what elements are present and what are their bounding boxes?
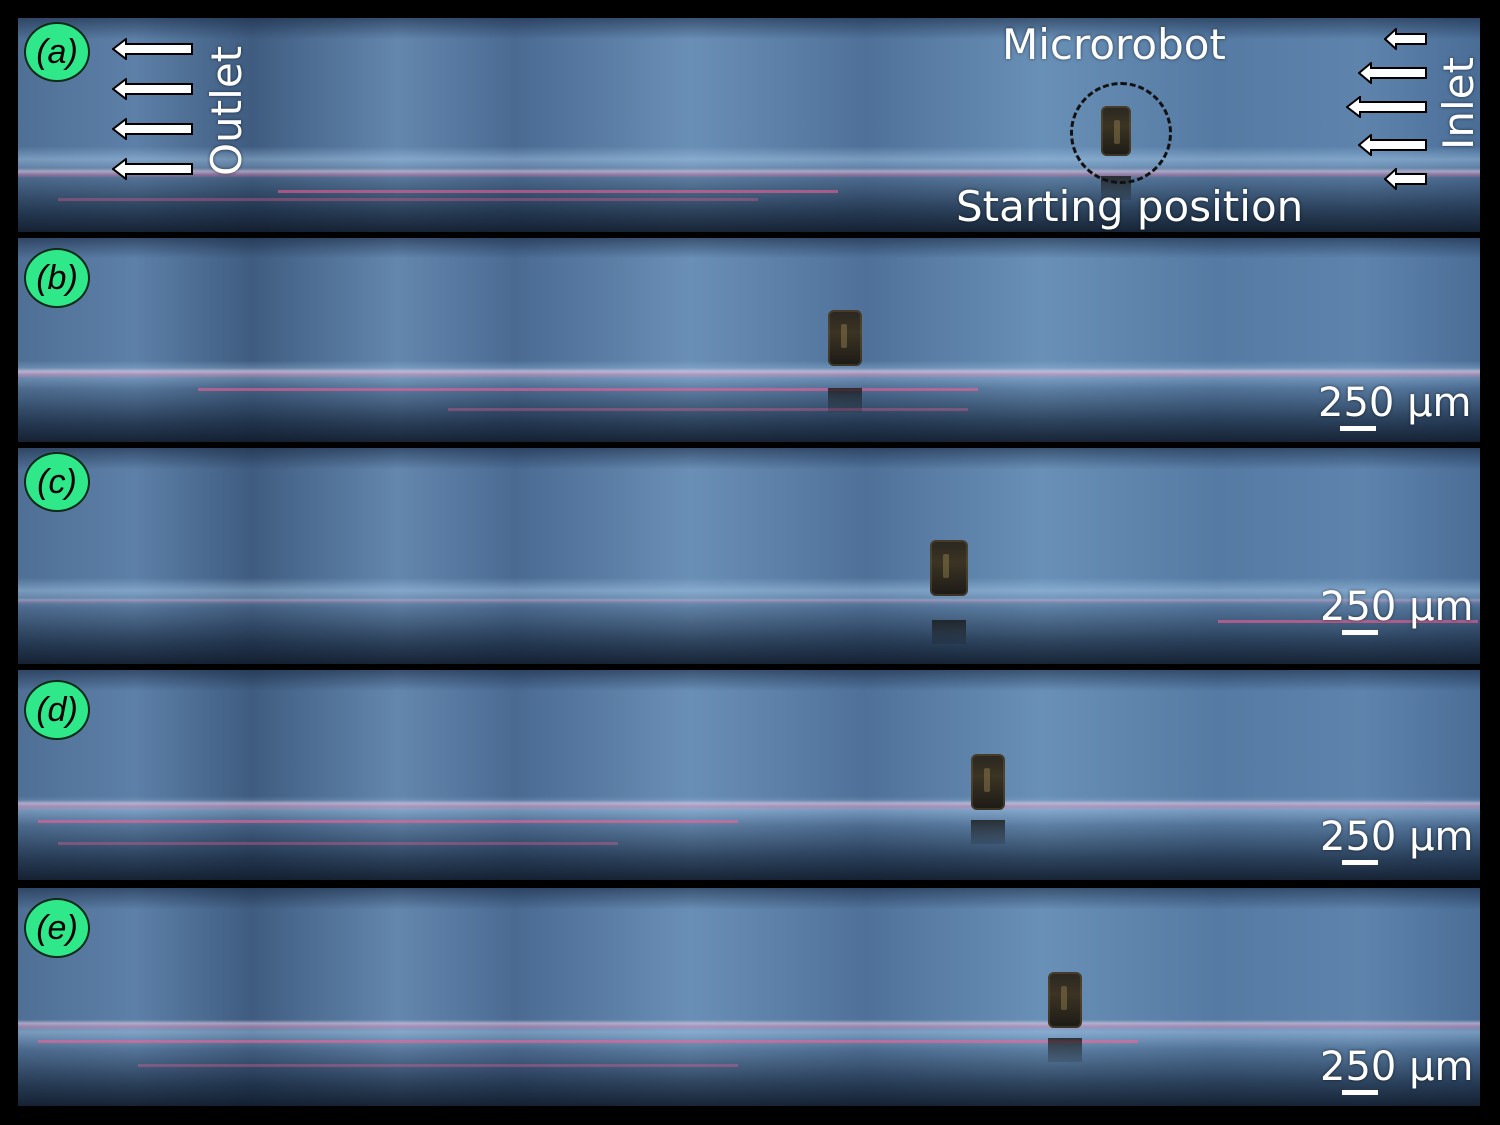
panel-b <box>18 238 1480 442</box>
starting-position-label: Starting position <box>956 182 1304 231</box>
scale-label: 250 µm <box>1318 380 1472 426</box>
microrobot-marker-circle <box>1070 82 1172 184</box>
panel-label-c: (c) <box>24 452 90 512</box>
panel-label-d: (d) <box>24 680 90 740</box>
panel-label-b: (b) <box>24 248 90 308</box>
scale-label: 250 µm <box>1320 814 1474 860</box>
panel-c <box>18 448 1480 664</box>
microrobot <box>828 310 862 366</box>
panel-label-a: (a) <box>24 22 90 82</box>
flow-arrow-icon <box>1358 134 1427 156</box>
flow-arrow-icon <box>1346 96 1427 118</box>
scale-bar <box>1342 860 1378 865</box>
panel-e <box>18 888 1480 1106</box>
scale-bar <box>1340 426 1376 431</box>
microrobot <box>930 540 968 596</box>
scale-bar <box>1342 1090 1378 1095</box>
microrobot <box>1048 972 1082 1028</box>
outlet-label: Outlet <box>202 45 251 176</box>
scale-label: 250 µm <box>1320 1044 1474 1090</box>
panel-label-e: (e) <box>24 898 90 958</box>
flow-arrow-icon <box>1358 62 1427 84</box>
microrobot <box>971 754 1005 810</box>
panel-d <box>18 670 1480 880</box>
flow-arrow-icon <box>112 118 193 140</box>
flow-arrow-icon <box>112 158 193 180</box>
microrobot-label: Microrobot <box>1002 20 1226 69</box>
flow-arrow-icon <box>112 78 193 100</box>
scale-bar <box>1342 630 1378 635</box>
flow-arrow-icon <box>112 38 193 60</box>
flow-arrow-icon <box>1384 28 1427 50</box>
flow-arrow-icon <box>1384 168 1427 190</box>
scale-label: 250 µm <box>1320 584 1474 630</box>
inlet-label: Inlet <box>1434 57 1483 150</box>
panel-a <box>18 18 1480 232</box>
